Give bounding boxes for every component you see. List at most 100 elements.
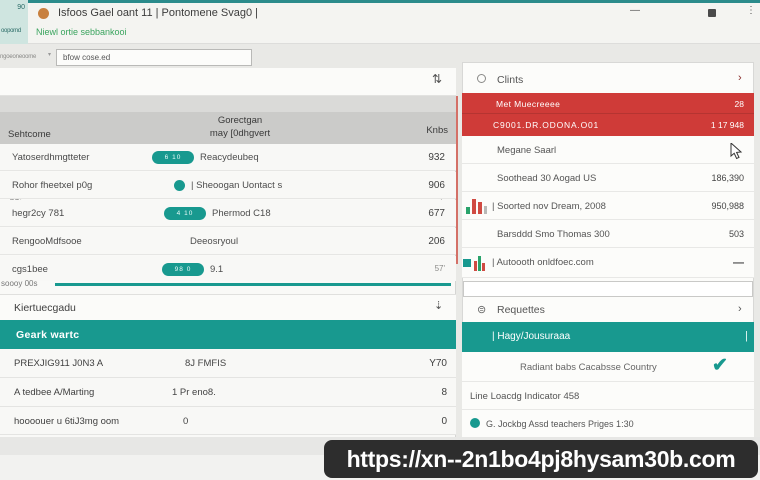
list-item[interactable]: | Soorted nov Dream, 2008 950,988	[462, 192, 754, 220]
list-item[interactable]: Soothead 30 Aogad US 186,390	[462, 164, 754, 192]
highlighted-request-label: | Hagy/Jousuraaa	[492, 331, 571, 342]
section2-heading: Kiertuecgadu	[14, 302, 76, 314]
row-name: hoooouer u 6tiJ3mg oom	[14, 416, 120, 427]
section-bar[interactable]: les ⁝	[0, 96, 456, 205]
table-row[interactable]: PREXJIG911 J0N3 A 8J FMFIS Y70	[0, 349, 456, 378]
url-overlay: https://xn--2n1bo4pj8hysam30b.com	[324, 440, 758, 478]
item-label: | Autoooth onldfoec.com	[492, 257, 594, 268]
list-item[interactable]: Line Loacdg Indicator 458	[462, 382, 754, 410]
alert-value: 1 17 948	[710, 120, 744, 130]
circle-icon	[477, 74, 486, 83]
item-value: 186,390	[711, 173, 744, 183]
item-label: Line Loacdg Indicator 458	[470, 391, 580, 402]
chevron-right-icon[interactable]: ›	[738, 303, 742, 315]
clients-header[interactable]: Clints ›	[462, 68, 754, 93]
list-item[interactable]: Barsddd Smo Thomas 300 503	[462, 220, 754, 248]
mini-bar-chart-icon	[463, 256, 485, 271]
table-row[interactable]: hegr2cy 781 4 10 Phermod C18 677	[0, 200, 456, 227]
row-value: 677	[428, 208, 445, 219]
text-cursor-icon: |	[745, 330, 748, 342]
row-value: 932	[428, 152, 445, 163]
row-value: Y70	[429, 358, 447, 369]
list-item[interactable]: Megane Saarl	[462, 136, 754, 164]
filter-sort-icon[interactable]: ⇅	[432, 72, 443, 86]
col-group-bottom: may [0dhgvert	[209, 128, 271, 139]
col-name: Sehtcome	[8, 129, 51, 140]
app-icon	[38, 8, 49, 19]
row-label: | Sheoogan Uontact s	[191, 180, 283, 191]
item-label: Radiant babs Cacabsse Country	[520, 362, 657, 373]
row-label: Phermod C18	[212, 208, 271, 219]
row-name: Yatoserdhmgtteter	[12, 152, 90, 163]
highlighted-request-row[interactable]: | Hagy/Jousuraaa |	[462, 322, 754, 352]
view-selector-tab[interactable]: bfow cose.ed	[56, 49, 252, 66]
table-row[interactable]: hoooouer u 6tiJ3mg oom 0 0	[0, 407, 456, 435]
requests-header[interactable]: ⊜ Requettes ›	[462, 300, 754, 322]
table-row[interactable]: Rohor fheetxel p0g | Sheoogan Uontact s …	[0, 172, 456, 199]
highlighted-row-label: Geark wartc	[16, 329, 80, 341]
item-label: | Soorted nov Dream, 2008	[492, 201, 606, 212]
alert-label: C9001.DR.ODONA.O01	[493, 120, 600, 130]
caret-down-icon: ▾	[48, 52, 52, 58]
status-dot-icon	[174, 180, 185, 191]
list-item[interactable]: Radiant babs Cacabsse Country ✔	[462, 352, 754, 382]
table-header: Sehtcome Gorectgan may [0dhgvert Knbs	[0, 112, 456, 144]
item-label: Barsddd Smo Thomas 300	[497, 229, 610, 240]
item-label: Megane Saarl	[497, 145, 557, 156]
subtitle-link[interactable]: Niewl ortie sebbankooi	[36, 27, 127, 37]
empty-text-field[interactable]	[463, 281, 753, 297]
red-divider-line	[456, 96, 458, 264]
corner-note-top: 90	[17, 4, 25, 11]
row-label: Deeosryoul	[190, 236, 239, 247]
list-item[interactable]: | Autoooth onldfoec.com —	[462, 248, 754, 278]
table-row[interactable]: A tedbee A/Marting 1 Pr eno8. 8	[0, 378, 456, 407]
more-icon[interactable]: ⋮	[746, 5, 756, 16]
status-pill: 6 10	[152, 151, 194, 164]
item-value: —	[733, 257, 744, 269]
row-label: 9.1	[210, 264, 224, 275]
window-title: Isfoos Gael oant 11 | Pontomene Svag0 |	[58, 7, 258, 19]
chevron-right-icon[interactable]: ›	[738, 72, 742, 84]
corner-widget: 90 oopomd	[0, 0, 28, 44]
minimize-icon[interactable]: —	[630, 5, 640, 16]
row-value: 8	[441, 387, 447, 398]
highlighted-row[interactable]: Geark wartc	[0, 320, 456, 349]
row-name: RengooMdfsooe	[12, 236, 82, 247]
status-pill: 98 0	[162, 263, 204, 276]
table-row[interactable]: Yatoserdhmgtteter 6 10 Reacydeubeq 932	[0, 144, 456, 171]
row-label: Reacydeubeq	[200, 152, 259, 163]
row-value: 0	[441, 416, 447, 427]
row-label: 0	[183, 416, 189, 427]
col-group-top: Gorectgan	[217, 115, 263, 126]
row-name: cgs1bee	[12, 264, 48, 275]
item-label: Soothead 30 Aogad US	[497, 173, 597, 184]
alert-banner[interactable]: Met Muecreeee 28 C9001.DR.ODONA.O01 1 17…	[462, 93, 754, 136]
accent-divider	[55, 283, 451, 286]
table-row[interactable]: cgs1bee 98 0 9.1 57'	[0, 256, 456, 281]
row-value: 906	[428, 180, 445, 191]
item-value: 503	[728, 229, 744, 239]
col-value: Knbs	[426, 125, 448, 136]
status-pill: 4 10	[164, 207, 206, 220]
divider-label: soooy 00s	[1, 279, 38, 288]
check-icon: ✔	[712, 355, 728, 376]
alert-row[interactable]: Met Muecreeee 28	[462, 93, 754, 114]
table-row[interactable]: RengooMdfsooe Deeosryoul 206	[0, 228, 456, 255]
row-name: PREXJIG911 J0N3 A	[14, 358, 104, 369]
item-value: 950,988	[711, 201, 744, 211]
row-name: hegr2cy 781	[12, 208, 65, 219]
window-icon[interactable]	[708, 9, 716, 17]
alert-row[interactable]: C9001.DR.ODONA.O01 1 17 948	[462, 114, 754, 136]
download-sort-icon[interactable]: ⇣	[434, 300, 444, 312]
mini-bar-chart-icon	[466, 199, 487, 214]
list-item[interactable]: G. Jockbg Assd teachers Priges 1:30	[462, 410, 754, 437]
titlebar: 90 oopomd Isfoos Gael oant 11 | Pontomen…	[0, 0, 760, 44]
mouse-cursor-icon	[730, 143, 743, 160]
row-value: 206	[428, 236, 445, 247]
row-label: 1 Pr eno8.	[172, 387, 216, 398]
gutter-note: ngoeoneoome	[0, 54, 37, 60]
kebab-icon[interactable]: ⁝	[440, 194, 443, 204]
item-label: G. Jockbg Assd teachers Priges 1:30	[486, 419, 634, 429]
status-dot-icon	[470, 418, 480, 428]
